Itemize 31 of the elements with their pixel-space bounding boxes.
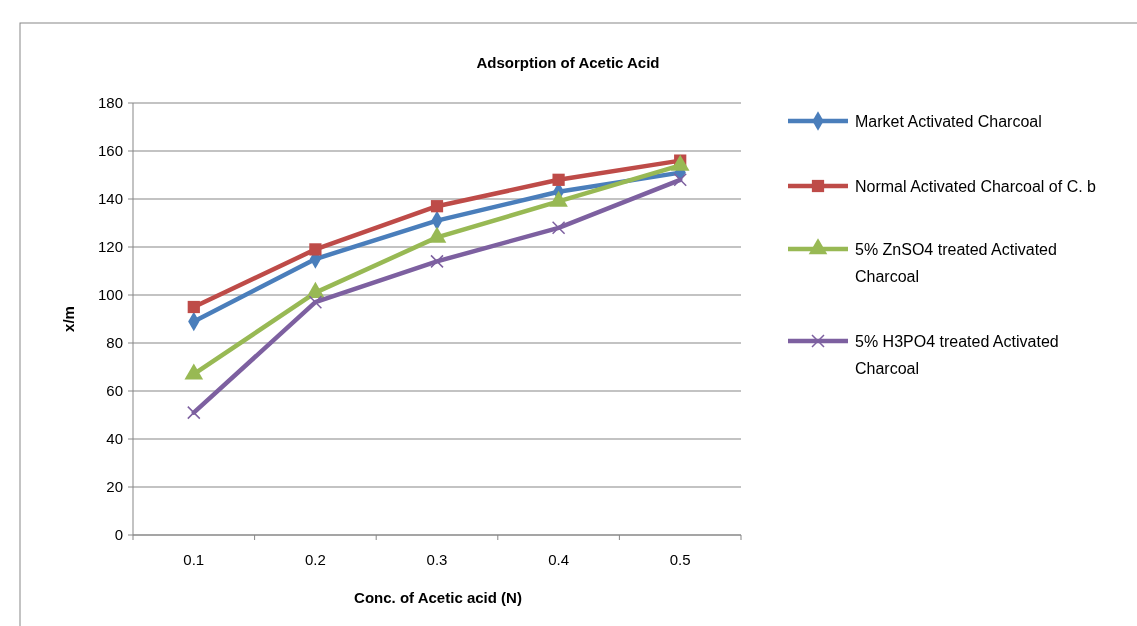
y-tick-label: 100: [97, 286, 123, 304]
y-tick-label: 80: [106, 334, 123, 352]
y-tick-label: 0: [114, 526, 123, 544]
point: [430, 200, 444, 213]
legend-label: 5% H3PO4 treated Activated Charcoal: [855, 332, 1059, 377]
point: [430, 254, 444, 269]
y-tick-label: 140: [97, 190, 123, 208]
y-tick-label: 20: [106, 478, 123, 496]
legend-label: Normal Activated Charcoal of C. b: [855, 177, 1097, 195]
point: [552, 173, 565, 186]
x-tick-label: 0.1: [183, 551, 205, 568]
y-tick-label: 60: [106, 382, 123, 400]
chart-title: Adsorption of Acetic Acid: [476, 54, 660, 71]
x-tick-label: 0.3: [426, 551, 448, 568]
point: [309, 243, 322, 256]
point: [673, 173, 687, 187]
legend-label: 5% ZnSO4 treated Activated Charcoal: [855, 240, 1057, 285]
x-tick-label: 0.2: [304, 551, 326, 568]
y-tick-label: 160: [97, 142, 123, 160]
point: [187, 300, 200, 314]
point: [187, 405, 201, 420]
y-tick-label: 120: [97, 238, 123, 256]
x-tick-label: 0.4: [548, 551, 570, 568]
point: [308, 295, 323, 309]
legend-label: Market Activated Charcoal: [855, 112, 1042, 130]
y-axis-title: x/m: [60, 306, 77, 332]
y-tick-label: 40: [106, 430, 123, 448]
point: [551, 221, 566, 235]
y-tick-label: 180: [97, 94, 123, 112]
x-axis-title: Conc. of Acetic acid (N): [354, 589, 522, 606]
x-tick-label: 0.5: [669, 551, 691, 568]
